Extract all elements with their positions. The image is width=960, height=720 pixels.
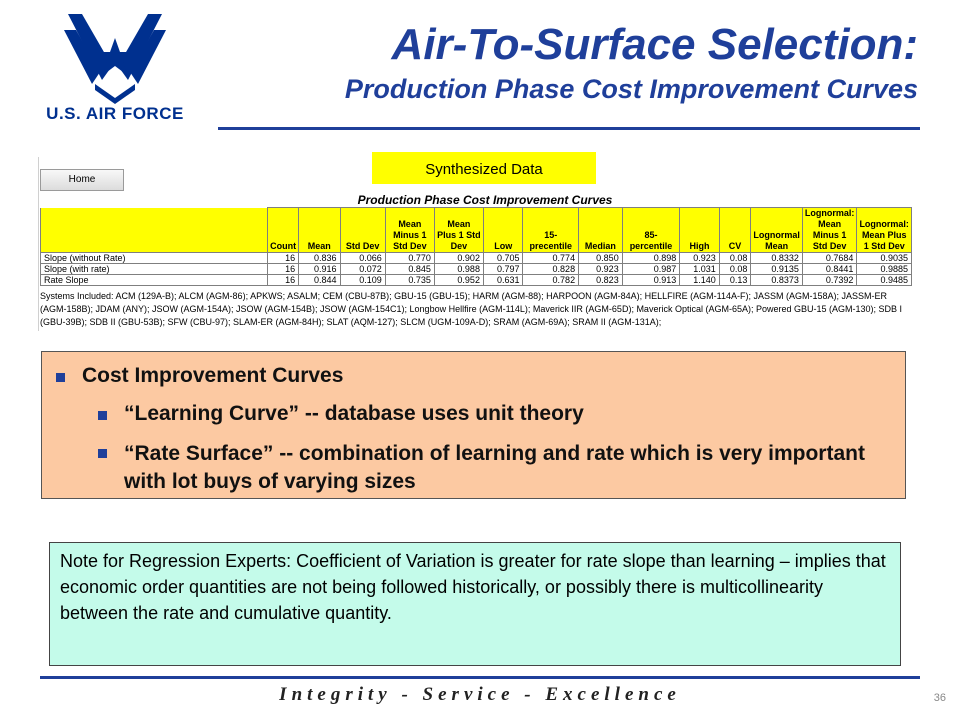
header-lognormal-mean: Lognormal Mean xyxy=(750,207,803,253)
table-row: Rate Slope 16 0.844 0.109 0.735 0.952 0.… xyxy=(39,274,912,286)
table-cell: 0.916 xyxy=(298,263,341,275)
bullet-rate-surface: “Rate Surface” -- combination of learnin… xyxy=(124,442,865,493)
table-cell: 0.7392 xyxy=(801,274,858,286)
header-median: Median xyxy=(578,207,623,253)
bullet-square-icon xyxy=(98,411,107,420)
table-cell: 0.952 xyxy=(433,274,484,286)
table-title: Production Phase Cost Improvement Curves xyxy=(357,193,613,207)
table-cell: 0.774 xyxy=(522,252,580,264)
table-cell: 0.823 xyxy=(578,274,623,286)
header-count: Count xyxy=(267,207,300,253)
row-label: Rate Slope xyxy=(39,274,269,286)
bullet-learning-curve: “Learning Curve” -- database uses unit t… xyxy=(124,402,584,425)
regression-note: Note for Regression Experts: Coefficient… xyxy=(49,542,901,666)
home-button[interactable]: Home xyxy=(40,169,124,191)
table-cell: 0.987 xyxy=(621,263,681,275)
table-cell: 0.631 xyxy=(482,274,524,286)
table-cell: 0.836 xyxy=(298,252,341,264)
table-cell: 0.797 xyxy=(482,263,524,275)
table-cell: 16 xyxy=(267,274,300,286)
table-cell: 0.913 xyxy=(621,274,681,286)
table-cell: 0.08 xyxy=(718,263,752,275)
table-cell: 0.9135 xyxy=(750,263,803,275)
cost-improvement-box: Cost Improvement Curves “Learning Curve”… xyxy=(41,351,906,499)
table-cell: 1.031 xyxy=(679,263,720,275)
table-cell: 0.770 xyxy=(384,252,435,264)
table-cell: 0.066 xyxy=(339,252,386,264)
header-blank xyxy=(39,207,269,253)
table-cell: 16 xyxy=(267,252,300,264)
table-cell: 0.9035 xyxy=(856,252,912,264)
table-cell: 0.13 xyxy=(718,274,752,286)
logo-text: U.S. AIR FORCE xyxy=(46,104,184,123)
table-cell: 0.850 xyxy=(578,252,623,264)
title-line-1: Air-To-Surface Selection: xyxy=(391,20,918,69)
table-cell: 0.923 xyxy=(679,252,720,264)
header-mean-minus: Mean Minus 1 Std Dev xyxy=(384,207,435,253)
bullet-main: Cost Improvement Curves xyxy=(82,364,344,387)
footer-divider xyxy=(40,676,920,679)
bullet-square-icon xyxy=(56,373,65,382)
table-cell: 0.735 xyxy=(384,274,435,286)
header-low: Low xyxy=(482,207,524,253)
row-label: Slope (without Rate) xyxy=(39,252,269,264)
table-cell: 0.9485 xyxy=(856,274,912,286)
table-row: Slope (without Rate) 16 0.836 0.066 0.77… xyxy=(39,252,912,264)
table-cell: 0.844 xyxy=(298,274,341,286)
air-force-wings-icon xyxy=(64,14,166,104)
table-cell: 0.902 xyxy=(433,252,484,264)
footer-motto: Integrity - Service - Excellence xyxy=(279,684,681,705)
table-cell: 0.072 xyxy=(339,263,386,275)
table-cell: 0.109 xyxy=(339,274,386,286)
header-mean: Mean xyxy=(298,207,341,253)
systems-included-text: Systems Included: ACM (129A-B); ALCM (AG… xyxy=(40,291,903,327)
header-lognormal-plus: Lognormal: Mean Plus 1 Std Dev xyxy=(856,207,912,253)
table-row: Slope (with rate) 16 0.916 0.072 0.845 0… xyxy=(39,263,912,275)
table-cell: 0.7684 xyxy=(801,252,858,264)
table-header-row: Count Mean Std Dev Mean Minus 1 Std Dev … xyxy=(39,207,912,253)
table-cell: 0.705 xyxy=(482,252,524,264)
table-cell: 0.988 xyxy=(433,263,484,275)
cost-curve-table: Count Mean Std Dev Mean Minus 1 Std Dev … xyxy=(39,207,912,286)
header-15-percentile: 15-precentile xyxy=(522,207,580,253)
table-cell: 0.782 xyxy=(522,274,580,286)
title-line-2: Production Phase Cost Improvement Curves xyxy=(344,74,918,104)
synthesized-data-label: Synthesized Data xyxy=(372,152,596,184)
header-std-dev: Std Dev xyxy=(339,207,386,253)
page-number: 36 xyxy=(933,692,946,704)
table-cell: 0.828 xyxy=(522,263,580,275)
table-cell: 0.9885 xyxy=(856,263,912,275)
title-divider xyxy=(218,127,920,130)
header-cv: CV xyxy=(718,207,752,253)
table-cell: 0.8373 xyxy=(750,274,803,286)
header-high: High xyxy=(679,207,720,253)
header-mean-plus: Mean Plus 1 Std Dev xyxy=(433,207,484,253)
table-cell: 0.8441 xyxy=(801,263,858,275)
table-cell: 0.8332 xyxy=(750,252,803,264)
table-cell: 0.898 xyxy=(621,252,681,264)
table-cell: 0.08 xyxy=(718,252,752,264)
header-lognormal-minus: Lognormal: Mean Minus 1 Std Dev xyxy=(801,207,858,253)
table-cell: 0.845 xyxy=(384,263,435,275)
table-cell: 1.140 xyxy=(679,274,720,286)
slide-title: Air-To-Surface Selection: Production Pha… xyxy=(345,18,918,106)
header-85-percentile: 85-percentile xyxy=(621,207,681,253)
row-label: Slope (with rate) xyxy=(39,263,269,275)
bullet-square-icon xyxy=(98,449,107,458)
table-cell: 16 xyxy=(267,263,300,275)
table-cell: 0.923 xyxy=(578,263,623,275)
